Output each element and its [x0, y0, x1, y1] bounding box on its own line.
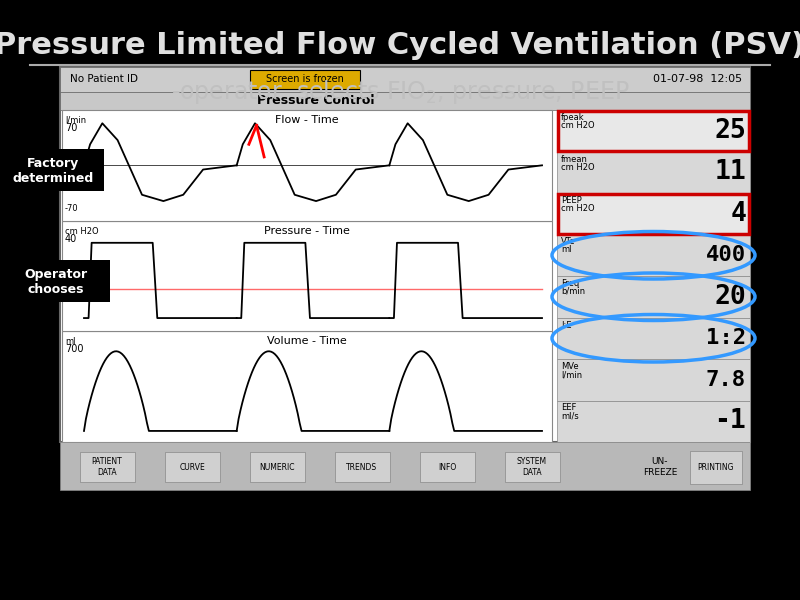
Bar [690, 451, 742, 484]
Bar [557, 401, 750, 442]
Text: I:E: I:E [561, 320, 571, 329]
Bar [250, 70, 360, 89]
Text: MVe: MVe [561, 362, 578, 371]
Text: EEF: EEF [561, 403, 576, 413]
Bar [558, 111, 749, 151]
Text: l/min: l/min [65, 116, 86, 125]
Text: 20: 20 [714, 284, 746, 310]
Text: CURVE: CURVE [179, 463, 205, 472]
Text: 25: 25 [714, 118, 746, 144]
Bar [557, 359, 750, 401]
Text: Freq: Freq [561, 279, 579, 288]
Bar [557, 317, 750, 359]
Text: ml/s: ml/s [561, 412, 578, 421]
Text: cm H2O: cm H2O [561, 163, 594, 172]
Text: NUMERIC: NUMERIC [259, 463, 294, 472]
Bar [80, 452, 135, 482]
Bar [62, 110, 552, 221]
Text: Operator
chooses: Operator chooses [25, 268, 87, 296]
Text: fmean: fmean [561, 154, 588, 163]
Text: -70: -70 [65, 203, 78, 212]
Bar [60, 67, 750, 442]
Bar [557, 193, 750, 235]
Bar [557, 276, 750, 317]
Text: 1:2: 1:2 [706, 328, 746, 348]
Bar [335, 452, 390, 482]
Text: 70: 70 [65, 123, 78, 133]
Text: Factory
determined: Factory determined [12, 157, 94, 185]
Text: Pressure Control: Pressure Control [257, 94, 374, 107]
Text: 40: 40 [65, 233, 78, 244]
Bar [62, 331, 552, 442]
Text: 11: 11 [714, 159, 746, 185]
Text: 400: 400 [706, 245, 746, 265]
Bar [250, 452, 305, 482]
Text: -operator  selects FIO$_2$, pressure, PEEP: -operator selects FIO$_2$, pressure, PEE… [170, 78, 630, 106]
Bar [62, 221, 552, 331]
Bar [557, 110, 750, 151]
Text: Screen is frozen: Screen is frozen [266, 74, 344, 84]
Bar [2, 149, 104, 191]
Bar [60, 92, 750, 110]
Text: Pressure - Time: Pressure - Time [264, 226, 350, 236]
Text: 700: 700 [65, 344, 83, 355]
Text: INFO: INFO [438, 463, 456, 472]
Text: ml: ml [561, 245, 571, 254]
Text: UN-
FREEZE: UN- FREEZE [643, 457, 677, 476]
Text: b/min: b/min [561, 287, 585, 296]
Text: PRINTING: PRINTING [698, 463, 734, 472]
Text: PATIENT
DATA: PATIENT DATA [92, 457, 122, 476]
Bar [420, 452, 475, 482]
Bar [558, 194, 749, 233]
Text: SYSTEM
DATA: SYSTEM DATA [517, 457, 547, 476]
Bar [557, 151, 750, 193]
Text: Volume - Time: Volume - Time [267, 337, 347, 346]
Bar [60, 442, 750, 490]
Text: ml: ml [65, 337, 75, 346]
Text: cm H2O: cm H2O [65, 227, 98, 236]
Text: -1: -1 [714, 408, 746, 434]
Bar [60, 67, 750, 92]
Text: cm H2O: cm H2O [561, 121, 594, 130]
Text: Flow - Time: Flow - Time [275, 115, 339, 125]
Text: fpeak: fpeak [561, 113, 585, 122]
Text: l/min: l/min [561, 370, 582, 379]
Text: 7.8: 7.8 [706, 370, 746, 390]
Text: 01-07-98  12:05: 01-07-98 12:05 [653, 74, 742, 84]
Text: cm H2O: cm H2O [561, 204, 594, 213]
Text: 4: 4 [730, 201, 746, 227]
Text: No Patient ID: No Patient ID [70, 74, 138, 84]
Text: TRENDS: TRENDS [346, 463, 378, 472]
Text: VTe: VTe [561, 238, 576, 247]
Bar [505, 452, 560, 482]
Bar [557, 235, 750, 276]
Text: PEEP: PEEP [561, 196, 582, 205]
Text: Pressure Limited Flow Cycled Ventilation (PSV): Pressure Limited Flow Cycled Ventilation… [0, 31, 800, 59]
Bar [165, 452, 220, 482]
Bar [2, 260, 110, 302]
